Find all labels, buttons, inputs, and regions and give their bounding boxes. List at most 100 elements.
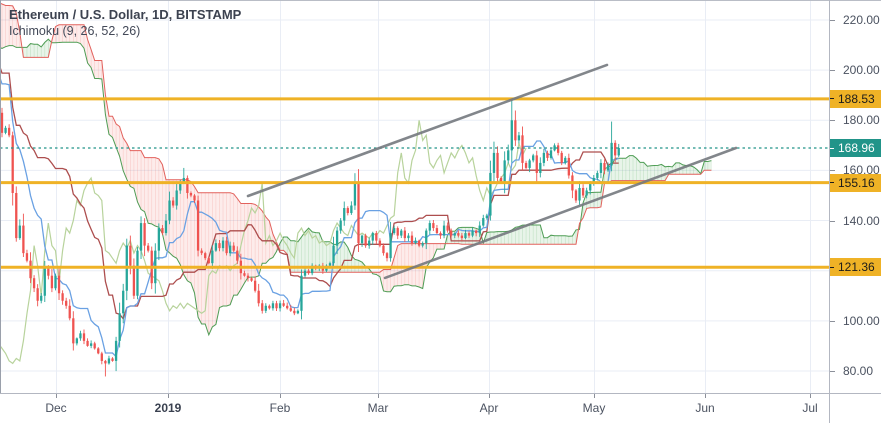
candle-body <box>382 245 385 254</box>
price-tick-text: 200.00 <box>843 63 880 78</box>
cloud-segment <box>657 164 662 181</box>
candle-body <box>599 162 603 173</box>
time-tick-label: Mar <box>367 401 389 415</box>
price-tick-text: 100.00 <box>843 313 880 328</box>
candle-body <box>589 182 592 191</box>
candle-body <box>268 305 271 309</box>
time-tick-label: May <box>582 401 606 415</box>
candle-body <box>368 240 371 246</box>
candle-body <box>514 120 517 141</box>
trendline-upper[interactable] <box>246 63 609 198</box>
candle-body <box>289 308 292 311</box>
candle-body <box>250 278 253 281</box>
left-border <box>0 0 1 393</box>
price-tick-text: 80.00 <box>843 363 874 378</box>
candle-body <box>478 225 481 234</box>
senkou-b-line <box>0 2 712 273</box>
cloud-segment <box>440 243 445 250</box>
cloud-segment <box>639 162 644 181</box>
candle-body <box>596 172 599 178</box>
chart-legend: Ethereum / U.S. Dollar, 1D, BITSTAMP Ich… <box>9 6 241 40</box>
cloud-segment <box>625 155 630 181</box>
candle-body <box>122 290 125 314</box>
time-tick-label: Jul <box>802 401 818 415</box>
price-tick-label: 180.00 <box>830 113 881 127</box>
candle-body <box>243 273 246 276</box>
candle-body <box>32 278 36 289</box>
tenkan-line <box>0 75 620 358</box>
cloud-segment <box>94 60 99 79</box>
symbol-title[interactable]: Ethereum / U.S. Dollar, 1D, BITSTAMP <box>9 7 242 22</box>
candle-body <box>89 343 93 346</box>
price-tick <box>830 170 835 172</box>
cloud-segment <box>383 269 388 293</box>
cloud-segment <box>622 158 627 181</box>
cloud-segment <box>179 179 185 275</box>
cloud-segment <box>554 235 559 245</box>
price-tick-label: 100.00 <box>830 314 881 328</box>
candle-body <box>179 182 182 191</box>
candle-body <box>510 120 513 151</box>
level-price-badge: 188.53 <box>830 89 881 108</box>
candles-layer[interactable] <box>0 99 620 377</box>
indicator-label[interactable]: Ichimoku (9, 26, 52, 26) <box>9 24 141 38</box>
candle-body <box>7 127 11 136</box>
candle-body <box>36 288 39 301</box>
candle-body <box>432 223 435 229</box>
candle-body <box>22 225 25 254</box>
candle-body <box>350 205 353 214</box>
candle-body <box>385 253 389 259</box>
cloud-segment <box>400 243 406 287</box>
candle-body <box>603 162 606 171</box>
cloud-segment <box>397 243 402 287</box>
candle-body <box>364 235 367 246</box>
time-axis[interactable]: Dec 2019 Feb Mar Apr May Jun Jul <box>0 394 829 423</box>
candle-body <box>204 253 207 259</box>
candle-body <box>261 303 264 311</box>
cloud-segment <box>30 43 35 58</box>
time-tick-label: Feb <box>269 401 291 415</box>
candle-body <box>521 135 524 163</box>
price-axis[interactable]: 220.00 200.00 180.00 160.00 140.00 100.00 80.0… <box>830 0 881 393</box>
cloud-segment <box>154 157 160 228</box>
candle-body <box>581 187 585 196</box>
time-tick <box>810 394 811 398</box>
candle-body <box>286 305 289 309</box>
cloud-segment <box>33 43 38 58</box>
candle-body <box>157 228 161 251</box>
candle-body <box>164 220 168 234</box>
cloud-segment <box>408 243 413 287</box>
candle-body <box>43 268 46 296</box>
candle-body <box>47 268 50 276</box>
cloud-segment <box>704 161 709 171</box>
candle-body <box>114 340 118 361</box>
price-chart-canvas[interactable] <box>0 0 829 393</box>
candle-body <box>467 233 471 236</box>
trendline-lower[interactable] <box>383 146 738 280</box>
candle-body <box>435 228 439 234</box>
price-axis-border <box>829 0 830 423</box>
cloud-segment <box>525 224 530 245</box>
candle-body <box>564 157 567 163</box>
candle-body <box>93 343 96 349</box>
candle-body <box>528 160 531 168</box>
candle-body <box>147 245 150 251</box>
cloud-segment <box>354 258 359 273</box>
candle-body <box>211 250 214 264</box>
cloud-segment <box>436 243 441 250</box>
candle-body <box>253 280 257 291</box>
candle-body <box>104 360 107 364</box>
cloud-segment <box>472 227 477 245</box>
candle-body <box>482 218 485 226</box>
candle-body <box>335 230 339 246</box>
cloud-segment <box>151 157 156 227</box>
candle-body <box>311 265 314 274</box>
price-tick-label: 200.00 <box>830 63 881 77</box>
time-tick <box>705 394 706 398</box>
candle-body <box>25 253 29 261</box>
cloud-segment <box>532 224 538 245</box>
candle-body <box>132 265 136 296</box>
candle-body <box>143 223 146 246</box>
candle-body <box>307 270 310 274</box>
cloud-segment <box>219 192 224 309</box>
